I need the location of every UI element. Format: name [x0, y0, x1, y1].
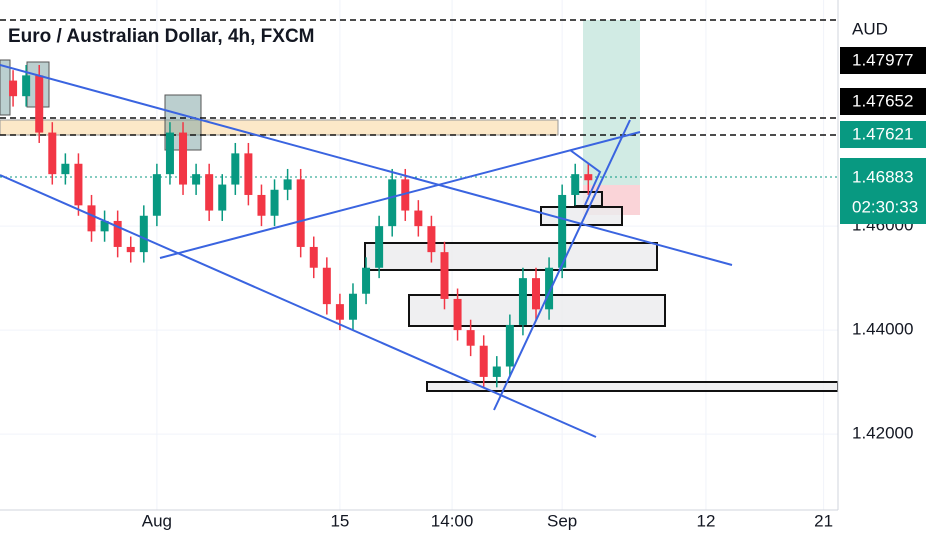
zone	[0, 119, 559, 136]
candle-body	[61, 163, 70, 175]
candle-body	[362, 267, 371, 294]
zone	[364, 242, 658, 271]
candle-body	[165, 132, 174, 175]
price-tag	[840, 47, 926, 74]
candles	[9, 64, 593, 388]
x-tick-label: 12	[696, 511, 715, 530]
candle-body	[152, 174, 161, 216]
y-tick-label: 1.44000	[852, 320, 913, 339]
candle-body	[505, 324, 514, 367]
candle-body	[283, 179, 292, 190]
x-tick-label: 14:00	[431, 511, 474, 530]
candle-body	[100, 220, 109, 232]
candle-body	[179, 132, 188, 185]
candle-body	[558, 194, 567, 268]
candle-body	[401, 179, 410, 211]
trendline	[0, 64, 733, 266]
candle-body	[518, 278, 527, 325]
x-tick-label: Sep	[547, 511, 577, 530]
candle-body	[427, 226, 436, 253]
candle-body	[9, 80, 18, 97]
currency: AUD	[852, 19, 888, 38]
trendline	[0, 174, 597, 438]
candle-body	[375, 226, 384, 268]
candle-body	[244, 153, 253, 195]
price-tag-label: 1.47652	[852, 91, 913, 110]
candle-body	[388, 179, 397, 227]
y-tick-label: 1.42000	[852, 424, 913, 443]
trendline	[493, 119, 631, 411]
candle-body	[192, 174, 201, 185]
countdown: 02:30:33	[852, 197, 918, 216]
price-axis	[838, 0, 932, 550]
candle-body	[335, 304, 344, 320]
candle-body	[87, 205, 96, 232]
trendline	[569, 149, 602, 206]
x-tick-label: 15	[330, 511, 349, 530]
candle-body	[22, 75, 31, 97]
x-tick-label: 21	[814, 511, 833, 530]
chart-title: Euro / Australian Dollar, 4h, FXCM	[8, 26, 315, 47]
candle-body	[74, 163, 83, 206]
candle-body	[322, 267, 331, 305]
candle-body	[231, 153, 240, 185]
last-price-tag	[840, 158, 926, 224]
candle-body	[139, 215, 148, 253]
candle-body	[479, 345, 488, 377]
candle-body	[545, 267, 554, 310]
candle-body	[48, 132, 57, 175]
candle-body	[126, 246, 135, 253]
candle-body	[348, 293, 357, 320]
candle-body	[205, 174, 214, 211]
zone	[408, 294, 666, 327]
candle-body	[270, 189, 279, 216]
candle-body	[492, 366, 501, 377]
candle-body	[414, 210, 423, 227]
price-tag-label: 1.47621	[852, 124, 913, 143]
candle-body	[35, 75, 44, 133]
candle-body	[466, 330, 475, 346]
candle-body	[218, 184, 227, 211]
x-tick-label: Aug	[142, 511, 172, 530]
candle-body	[571, 174, 580, 195]
trendlines	[0, 64, 733, 438]
candle-body	[257, 194, 266, 216]
last-price: 1.46883	[852, 167, 913, 186]
price-tag	[840, 88, 926, 115]
trendline	[159, 131, 641, 259]
candle-body	[296, 179, 305, 247]
candle-body	[453, 298, 462, 331]
price-tag-label: 1.47977	[852, 50, 913, 69]
candle-body	[113, 220, 122, 247]
price-tag	[840, 121, 926, 148]
candle-body	[584, 174, 593, 181]
candle-body	[309, 246, 318, 268]
candle-body	[440, 252, 449, 299]
candle-body	[532, 278, 541, 310]
